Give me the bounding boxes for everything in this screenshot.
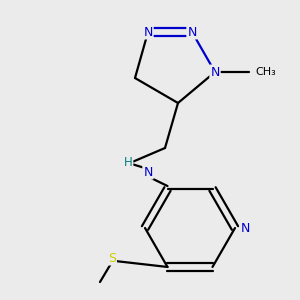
Text: N: N	[143, 166, 153, 178]
Text: S: S	[108, 251, 116, 265]
Text: N: N	[187, 26, 197, 38]
Text: CH₃: CH₃	[256, 67, 276, 77]
Text: N: N	[210, 65, 220, 79]
Text: H: H	[124, 157, 132, 169]
Text: N: N	[143, 26, 153, 38]
Text: N: N	[240, 221, 250, 235]
